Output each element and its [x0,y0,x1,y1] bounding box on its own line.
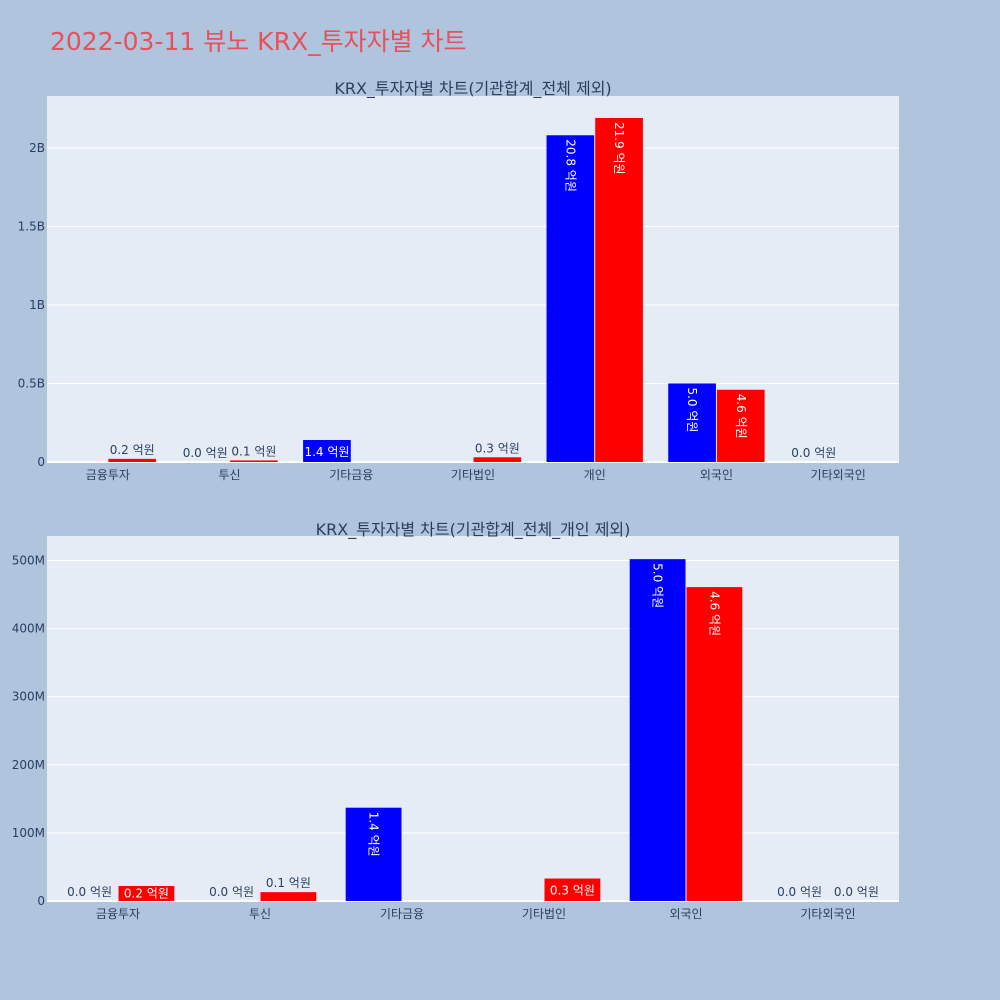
bar [716,389,765,462]
bar [595,117,643,462]
page-title: 2022-03-11 뷰노 KRX_투자자별 차트 [50,27,467,56]
plot-area [47,536,899,901]
x-tick-label: 기타금융 [329,468,373,482]
bar-value-label: 0.0 억원 [777,885,822,899]
bar-value-label: 0.0 억원 [183,446,228,460]
x-tick-label: 개인 [584,468,606,482]
bar-value-label: 0.2 억원 [110,443,155,457]
bar-value-label: 0.1 억원 [231,444,276,458]
bar-value-label: 1.4 억원 [304,445,349,459]
bar [544,878,601,901]
y-tick-label: 1B [29,298,45,312]
y-tick-label: 200M [12,758,45,772]
x-tick-label: 투신 [219,468,241,482]
x-tick-label: 투신 [249,907,271,921]
bar-value-label: 0.0 억원 [209,885,254,899]
x-tick-label: 기타금융 [380,907,424,921]
bar-value-label: 0.0 억원 [834,885,879,899]
x-tick-label: 기타외국인 [800,907,855,921]
bar-value-label: 4.6 억원 [734,394,748,439]
x-tick-label: 기타외국인 [811,468,866,482]
bar [118,886,175,901]
y-tick-label: 0 [37,894,45,908]
bar-value-label: 5.0 억원 [685,387,699,432]
y-tick-label: 500M [12,554,45,568]
bar [303,440,351,462]
x-tick-label: 외국인 [669,907,702,921]
y-tick-label: 2B [29,141,45,155]
bar-value-label: 1.4 억원 [367,812,381,857]
x-tick-label: 외국인 [700,468,733,482]
chart-title: KRX_투자자별 차트(기관합계_전체_개인 제외) [316,520,631,540]
bar [260,892,317,901]
bar [686,587,743,901]
y-tick-label: 100M [12,826,45,840]
x-tick-label: 금융투자 [96,907,140,921]
x-tick-label: 금융투자 [86,468,130,482]
y-tick-label: 1.5B [18,219,45,233]
bar-value-label: 4.6 억원 [707,591,721,636]
bar-value-label: 0.1 억원 [266,876,311,890]
bar-value-label: 0.0 억원 [67,885,112,899]
bar [668,383,716,462]
y-tick-label: 0 [37,455,45,469]
bar [108,458,157,462]
bar-value-label: 0.3 억원 [550,884,595,898]
bar-value-label: 20.8 억원 [563,139,577,192]
bar [345,807,402,901]
x-tick-label: 기타법인 [451,468,495,482]
bar [230,460,278,462]
y-tick-label: 0.5B [18,376,45,390]
bar [473,457,522,462]
bar-value-label: 5.0 억원 [651,563,665,608]
bar-value-label: 21.9 억원 [612,122,626,175]
bar-value-label: 0.2 억원 [124,887,169,901]
x-tick-label: 기타법인 [522,907,566,921]
y-tick-label: 400M [12,622,45,636]
bar-value-label: 0.3 억원 [475,441,520,455]
chart-investor-excl-institution: KRX_투자자별 차트(기관합계_전체 제외) 0 0.5B 1B 1.5B 2B 금융투자… [18,79,899,482]
chart-title: KRX_투자자별 차트(기관합계_전체 제외) [334,79,611,99]
y-tick-label: 300M [12,690,45,704]
bar [629,559,686,901]
bar [546,135,595,462]
bar-value-label: 0.0 억원 [791,446,836,460]
